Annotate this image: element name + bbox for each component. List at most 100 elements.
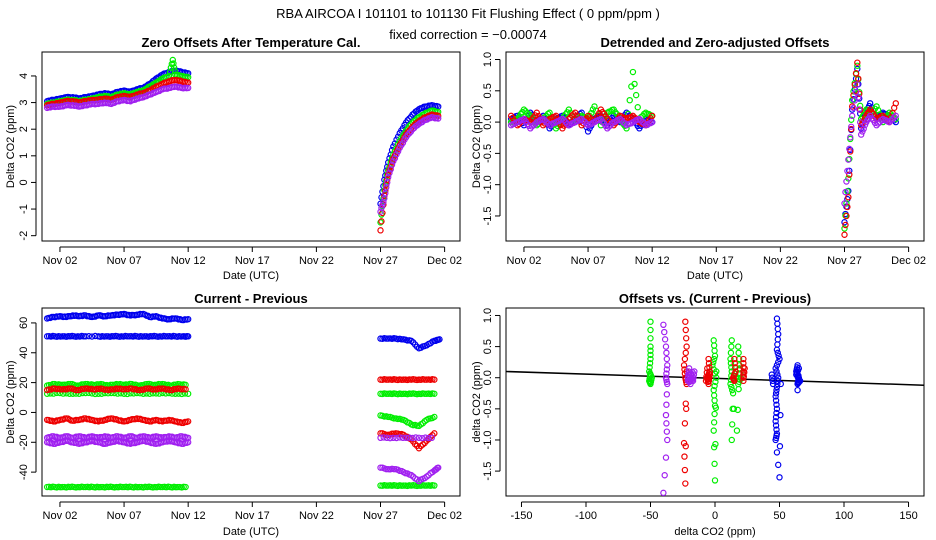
data-point [565,106,573,113]
data-point [857,131,865,138]
figure-subtitle: fixed correction = −0.00074 [389,27,547,42]
data-point [841,231,848,238]
data-point [740,355,747,363]
data-point [710,337,717,344]
data-point [851,81,858,88]
data-point [647,318,654,325]
y-tick-label: -40 [18,464,30,480]
data-point [777,380,784,388]
data-point [631,118,638,125]
data-point [868,115,875,122]
data-point [184,418,192,425]
y-tick-label: -1.0 [482,175,494,194]
data-point [713,374,720,381]
data-point [404,116,411,124]
x-tick-label: Nov 27 [363,255,398,267]
data-point [740,377,747,385]
data-point [604,115,611,123]
data-point [777,411,784,419]
data-point [182,483,189,491]
data-point [85,332,93,340]
series-blue-mid [43,332,443,352]
series-purple-low [43,437,442,485]
x-tick-label: Dec 02 [427,510,462,522]
y-tick-label: 0.5 [482,83,494,98]
data-point [170,64,178,71]
data-point [383,434,391,442]
data-point [845,175,852,182]
data-point [82,333,89,340]
data-point [860,125,867,132]
data-point [184,439,192,446]
data-point [661,472,668,479]
x-tick-label: -100 [575,510,597,522]
data-point [75,390,83,397]
data-point [170,60,177,67]
x-tick-label: 150 [899,510,917,522]
data-point [682,405,690,413]
data-point [774,320,781,327]
data-point [769,380,777,388]
data-point [728,364,735,371]
data-point [731,377,738,385]
data-point [856,90,863,97]
x-tick-label: Nov 27 [363,510,398,522]
data-point [428,434,435,442]
data-point [729,386,736,394]
data-point [843,200,850,207]
data-point [740,373,748,380]
data-point [774,349,781,357]
data-point [661,336,669,343]
data-point [436,336,443,343]
figure-title: RBA AIRCOA I 101101 to 101130 Fit Flushi… [276,6,660,21]
data-point [663,391,671,398]
data-point [682,400,689,407]
data-point [731,355,738,363]
data-point [854,59,861,66]
data-point [773,386,780,394]
data-layer [43,56,442,234]
data-point [386,167,393,174]
x-axis-label: Date (UTC) [687,270,743,282]
data-point [663,401,670,408]
panel-detrended: Detrended and Zero-adjusted Offsets Nov 0… [471,35,926,282]
data-point [631,80,638,88]
data-point [45,386,53,393]
data-point [584,112,592,120]
data-point [612,109,619,116]
series-red-high [43,376,438,394]
data-point [681,466,689,474]
data-point [852,70,860,77]
data-point [647,347,654,354]
data-layer [506,315,924,496]
data-point [167,386,174,394]
data-point [682,335,690,342]
data-point [710,444,718,451]
data-point [647,326,654,334]
data-point [741,369,748,376]
data-point [648,118,656,126]
data-point [682,318,689,325]
data-point [664,362,671,369]
x-tick-label: Dec 02 [427,255,462,267]
data-point [626,96,633,104]
data-point [776,442,784,450]
data-point [729,390,737,397]
data-point [664,436,671,444]
data-point [773,426,780,433]
data-point [728,343,735,350]
data-point [711,477,719,484]
y-tick-label: 0 [18,409,30,415]
data-point [773,401,780,408]
data-point [873,103,880,110]
data-point [681,355,689,363]
data-point [663,370,670,377]
fit-line [506,370,924,386]
y-tick-label: -1.5 [482,206,494,225]
y-axis-label: Delta CO2 (ppm) [5,105,17,188]
data-point [854,62,861,69]
x-tick-label: 100 [835,510,853,522]
data-point [710,392,718,399]
data-point [377,430,384,437]
plot-frame [505,51,925,242]
